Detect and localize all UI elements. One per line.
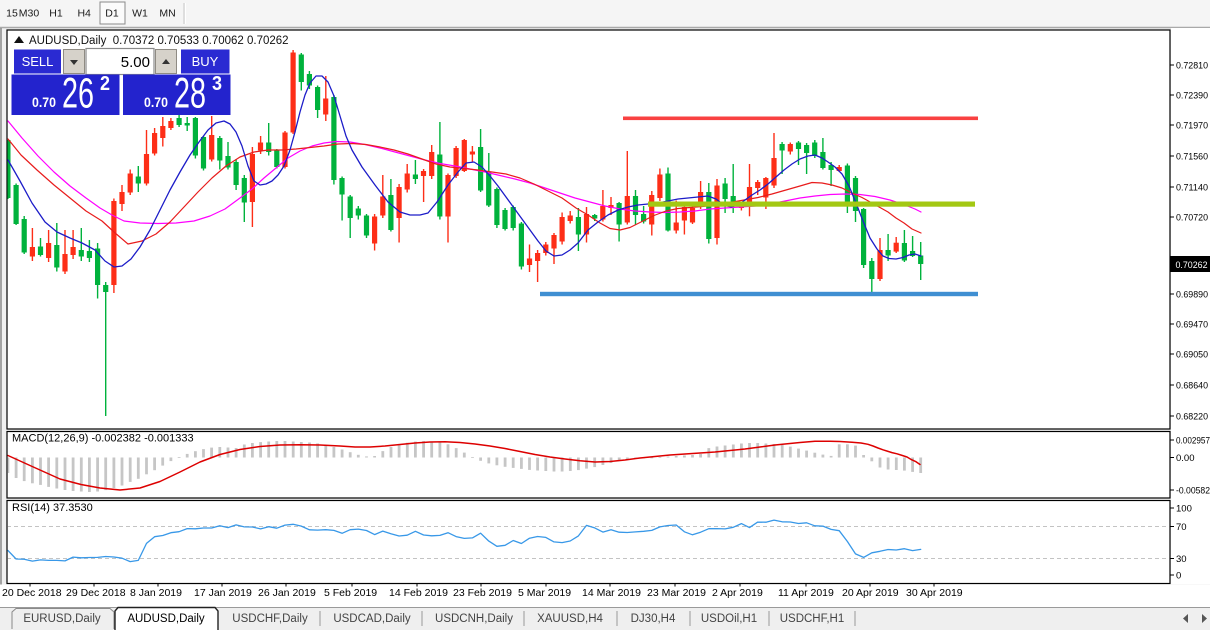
svg-text:14 Feb 2019: 14 Feb 2019	[389, 587, 448, 599]
svg-text:0.00: 0.00	[1176, 453, 1195, 464]
svg-text:0.69470: 0.69470	[1176, 320, 1208, 331]
svg-text:23 Mar 2019: 23 Mar 2019	[647, 587, 706, 599]
svg-text:0.70: 0.70	[32, 94, 56, 110]
svg-text:70: 70	[1176, 522, 1187, 533]
svg-text:MACD(12,26,9) -0.002382 -0.001: MACD(12,26,9) -0.002382 -0.001333	[12, 433, 194, 445]
svg-text:0.69050: 0.69050	[1176, 350, 1208, 361]
svg-text:0.72810: 0.72810	[1176, 61, 1208, 72]
svg-text:0.70720: 0.70720	[1176, 213, 1208, 224]
svg-text:20 Dec 2018: 20 Dec 2018	[2, 587, 62, 599]
svg-text:2: 2	[100, 73, 110, 95]
svg-text:14 Mar 2019: 14 Mar 2019	[582, 587, 641, 599]
svg-text:23 Feb 2019: 23 Feb 2019	[453, 587, 512, 599]
svg-text:3: 3	[212, 73, 222, 95]
svg-text:W1: W1	[132, 8, 148, 20]
svg-text:0.68220: 0.68220	[1176, 412, 1208, 423]
svg-text:D1: D1	[105, 8, 119, 20]
svg-text:M30: M30	[19, 8, 40, 20]
svg-text:0.002957: 0.002957	[1176, 436, 1210, 447]
svg-text:XAUUSD,H4: XAUUSD,H4	[537, 613, 603, 625]
svg-text:0.69890: 0.69890	[1176, 290, 1208, 301]
svg-text:-0.00582: -0.00582	[1176, 486, 1210, 497]
svg-text:15: 15	[6, 8, 18, 20]
svg-text:30 Apr 2019: 30 Apr 2019	[906, 587, 963, 599]
svg-text:100: 100	[1176, 504, 1192, 515]
svg-text:5.00: 5.00	[121, 54, 150, 71]
svg-text:11 Apr 2019: 11 Apr 2019	[778, 587, 834, 599]
svg-text:USDCAD,Daily: USDCAD,Daily	[333, 613, 411, 625]
svg-text:0.70262: 0.70262	[1176, 260, 1208, 271]
svg-text:H4: H4	[77, 8, 91, 20]
svg-text:H1: H1	[49, 8, 63, 20]
svg-text:0.71140: 0.71140	[1176, 183, 1208, 194]
svg-text:28: 28	[174, 70, 206, 118]
svg-text:2 Apr 2019: 2 Apr 2019	[712, 587, 763, 599]
svg-text:26: 26	[62, 70, 94, 118]
svg-text:20 Apr 2019: 20 Apr 2019	[842, 587, 899, 599]
svg-text:USDCHF,Daily: USDCHF,Daily	[232, 613, 308, 625]
svg-text:0.68640: 0.68640	[1176, 381, 1208, 392]
svg-text:5 Feb 2019: 5 Feb 2019	[324, 587, 377, 599]
svg-text:AUDUSD,Daily 0.70372 0.70533: AUDUSD,Daily 0.70372 0.70533 0.70062 0.7…	[29, 35, 289, 47]
svg-text:5 Mar 2019: 5 Mar 2019	[518, 587, 571, 599]
svg-text:0.72390: 0.72390	[1176, 91, 1208, 102]
svg-text:26 Jan 2019: 26 Jan 2019	[258, 587, 316, 599]
svg-text:USDCHF,H1: USDCHF,H1	[780, 613, 845, 625]
svg-text:30: 30	[1176, 554, 1187, 565]
svg-text:0.71970: 0.71970	[1176, 121, 1208, 132]
svg-text:0.71560: 0.71560	[1176, 152, 1208, 163]
svg-text:29 Dec 2018: 29 Dec 2018	[66, 587, 126, 599]
svg-text:AUDUSD,Daily: AUDUSD,Daily	[127, 613, 205, 625]
svg-text:MN: MN	[159, 8, 175, 20]
svg-text:USDCNH,Daily: USDCNH,Daily	[435, 613, 513, 625]
svg-text:0: 0	[1176, 571, 1181, 582]
svg-text:17 Jan 2019: 17 Jan 2019	[194, 587, 252, 599]
svg-text:EURUSD,Daily: EURUSD,Daily	[23, 613, 101, 625]
svg-text:DJ30,H4: DJ30,H4	[631, 613, 676, 625]
svg-text:BUY: BUY	[192, 54, 219, 69]
svg-text:8 Jan 2019: 8 Jan 2019	[130, 587, 182, 599]
svg-text:0.70: 0.70	[144, 94, 168, 110]
svg-text:SELL: SELL	[22, 54, 54, 69]
svg-text:RSI(14) 37.3530: RSI(14) 37.3530	[12, 502, 93, 514]
svg-text:USDOil,H1: USDOil,H1	[701, 613, 757, 625]
